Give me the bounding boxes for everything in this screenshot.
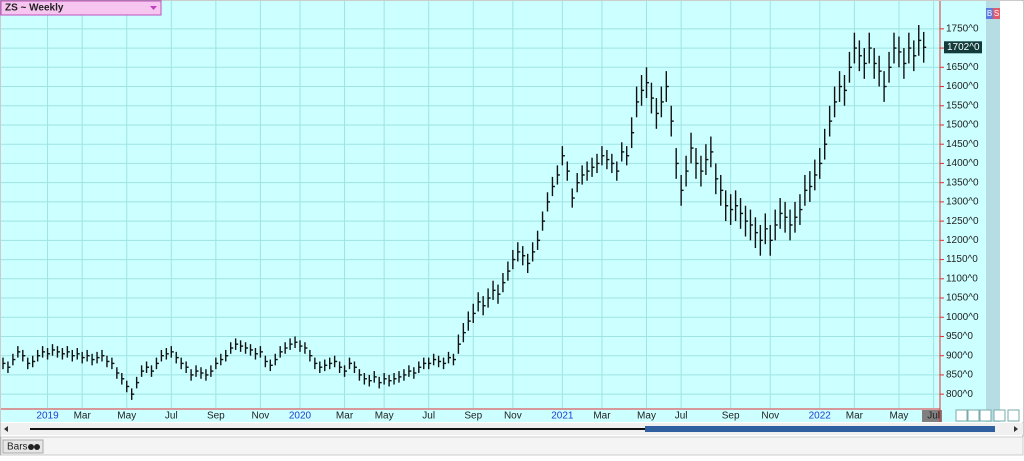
plot-background [1,1,986,422]
sell-button[interactable] [993,8,1000,19]
y-tick-label: 1100^0 [946,273,978,284]
tool-button[interactable] [1007,409,1020,422]
y-tick-label: 1150^0 [946,254,978,265]
x-tick-label: Nov [761,411,779,422]
x-tick-label: Sep [464,411,482,422]
x-tick-label: Mar [336,411,354,422]
y-tick-label: 1500^0 [946,120,979,131]
y-tick-label: 1600^0 [946,81,979,92]
side-panel [986,1,1000,422]
tool-button[interactable] [955,409,968,422]
chart-title: ZS ~ Weekly [5,3,64,14]
x-tick-label: 2019 [36,411,59,422]
x-tick-label: Mar [593,411,611,422]
sell-label: S [994,9,999,18]
x-tick-label: Mar [74,411,92,422]
toolbar [955,409,1020,422]
y-tick-label: 800^0 [946,389,973,400]
tool-button[interactable] [993,409,1006,422]
side-blank [1000,1,1023,422]
x-tick-label: Jul [422,411,435,422]
x-tick-label: Nov [504,411,522,422]
bars [2,24,927,400]
labels: 800^0 850^0 900^0 950^0 1000^0 1050^0 1100^0 11… [36,23,982,422]
y-tick-label: 1550^0 [946,100,979,111]
last-price-label: 1702^0 [947,42,980,53]
y-tick-label: 1250^0 [946,216,979,227]
scroll-thumb[interactable] [645,426,995,432]
x-tick-label: Nov [252,411,270,422]
y-tick-label: 900^0 [946,350,973,361]
dropdown-arrow[interactable] [150,6,157,10]
x-tick-label: 2020 [289,411,312,422]
x-tick-label: May [375,411,394,422]
y-tick-label: 950^0 [946,331,973,342]
buy-label: B [987,9,992,18]
bottom-panel [0,436,1024,456]
x-tick-label: 2022 [809,411,832,422]
y-tick-label: 1400^0 [946,158,979,169]
y-tick-label: 1650^0 [946,62,979,73]
x-tick-label: May [889,411,908,422]
y-tick-label: 1750^0 [946,23,979,34]
bars-tab[interactable] [2,439,44,454]
y-tick-label: 1200^0 [946,235,979,246]
y-tick-label: 1000^0 [946,312,979,323]
tool-button[interactable] [967,409,980,422]
bars-label: Bars [7,442,28,453]
y-tick-label: 850^0 [946,370,973,381]
x-tick-label: May [637,411,656,422]
current-period [922,410,942,422]
x-tick-label: 2021 [551,411,574,422]
y-tick-label: 1350^0 [946,177,979,188]
y-tick-label: 1450^0 [946,139,979,150]
buy-button[interactable] [986,8,993,19]
x-tick-label: Mar [846,411,864,422]
scroll-right[interactable] [1014,426,1018,432]
y-tick-label: 1300^0 [946,197,979,208]
last-price-box [944,41,982,54]
x-tick-label: Sep [207,411,225,422]
x-tick-label: May [117,411,136,422]
title-box[interactable] [0,0,162,16]
x-tick-label: Jul [675,411,688,422]
scroll-left[interactable] [4,426,8,432]
x-tick-label: Jul [927,411,940,422]
y-tick-label: 1050^0 [946,293,979,304]
grid [1,1,940,408]
x-tick-label: Sep [722,411,740,422]
x-tick-label: Jul [165,411,178,422]
tab-icon [34,444,40,450]
tool-button[interactable] [979,409,992,422]
tab-icon [28,444,34,450]
